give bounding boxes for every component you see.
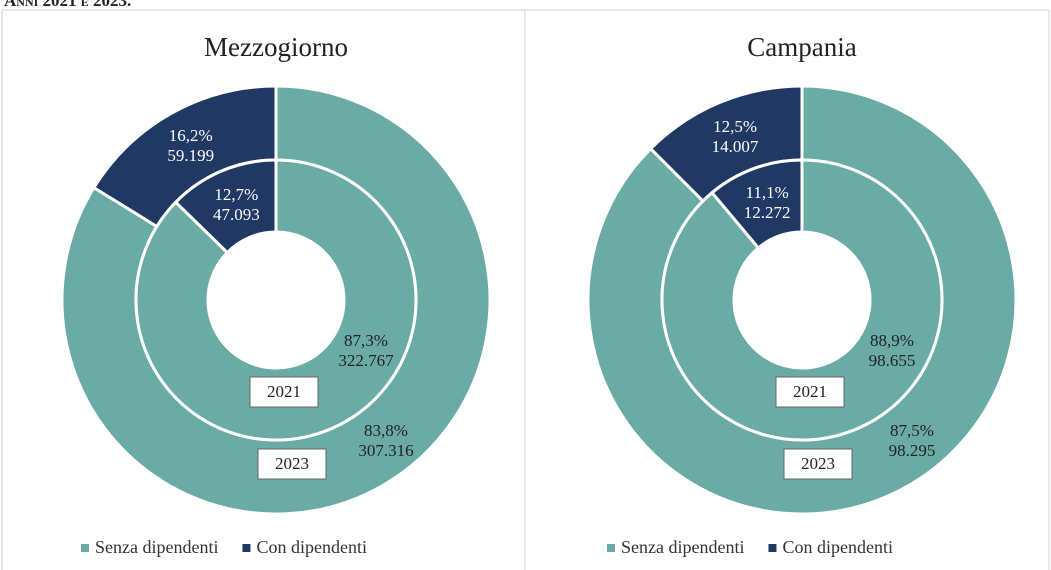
legend-swatch [81, 544, 89, 552]
count-label: 98.295 [889, 441, 936, 460]
ring-label-box [783, 448, 853, 480]
value-label: 16,2% [169, 126, 213, 145]
ring-label: 2021 [793, 382, 827, 401]
legend-label: Con dipendenti [782, 537, 893, 557]
chart-title: Campania [747, 32, 856, 62]
donut-slice [134, 158, 418, 442]
value-label: 87,5% [890, 421, 934, 440]
donut-slice [660, 158, 944, 442]
value-label: 12,5% [713, 117, 757, 136]
count-label: 98.655 [869, 351, 916, 370]
ring-label-box [257, 448, 327, 480]
ring-label: 2021 [267, 382, 301, 401]
ring-label-box [249, 376, 319, 408]
value-label: 11,1% [746, 183, 789, 202]
ring-label: 2023 [801, 454, 835, 473]
value-label: 88,9% [870, 331, 914, 350]
ring-label-box [775, 376, 845, 408]
count-label: 322.767 [338, 351, 394, 370]
value-label: 83,8% [364, 421, 408, 440]
legend-label: Senza dipendenti [95, 537, 218, 557]
count-label: 47.093 [213, 205, 260, 224]
legend-label: Con dipendenti [256, 537, 367, 557]
legend-label: Senza dipendenti [621, 537, 744, 557]
chart-title: Mezzogiorno [204, 32, 348, 62]
value-label: 87,3% [344, 331, 388, 350]
count-label: 59.199 [167, 146, 214, 165]
ring-label: 2023 [275, 454, 309, 473]
count-label: 307.316 [358, 441, 413, 460]
donut-slice [173, 158, 278, 255]
legend-swatch [607, 544, 615, 552]
panel-frame [524, 9, 1050, 570]
legend-swatch [242, 544, 251, 552]
count-label: 14.007 [712, 137, 759, 156]
value-label: 12,7% [214, 185, 258, 204]
legend-swatch [768, 544, 777, 552]
caption: Anni 2021 e 2023. [4, 0, 131, 10]
count-label: 12.272 [744, 203, 791, 222]
donut-slice [709, 158, 804, 250]
